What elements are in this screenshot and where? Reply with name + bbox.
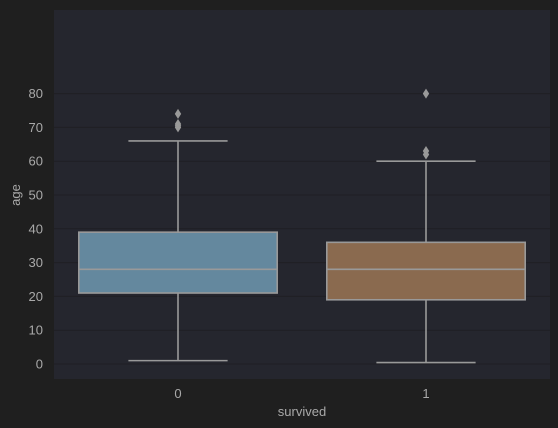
- y-tick-label: 0: [36, 357, 43, 372]
- y-tick-label: 60: [29, 154, 43, 169]
- outlier-marker: [422, 146, 430, 157]
- x-tick-label: 1: [422, 386, 429, 401]
- y-tick-label: 30: [29, 255, 43, 270]
- y-tick-label: 40: [29, 221, 43, 236]
- y-tick-label: 20: [29, 289, 43, 304]
- outlier-marker: [422, 88, 430, 99]
- iqr-box: [78, 231, 278, 294]
- outlier-marker: [174, 119, 182, 130]
- iqr-box: [325, 241, 526, 301]
- y-axis-ticks: 0 10 20 30 40 50 60 70 80: [29, 86, 43, 371]
- y-tick-label: 10: [29, 323, 43, 338]
- x-axis-label: survived: [278, 404, 326, 419]
- box-1: [325, 88, 526, 364]
- y-tick-label: 70: [29, 120, 43, 135]
- y-tick-label: 50: [29, 188, 43, 203]
- y-axis-label: age: [8, 184, 23, 206]
- outlier-marker: [174, 108, 182, 119]
- boxes: [78, 88, 526, 364]
- box-0: [78, 108, 278, 362]
- y-tick-label: 80: [29, 86, 43, 101]
- x-tick-label: 0: [174, 386, 181, 401]
